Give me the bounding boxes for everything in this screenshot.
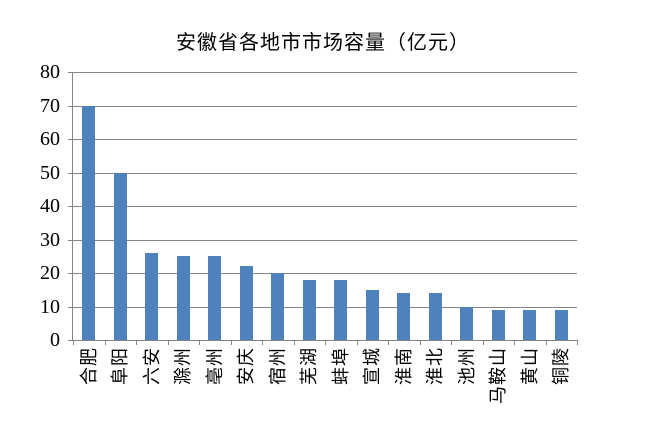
y-axis-label: 80 bbox=[40, 61, 60, 83]
bar bbox=[491, 309, 505, 340]
bar bbox=[82, 105, 96, 340]
gridline bbox=[73, 273, 577, 274]
bar bbox=[239, 266, 253, 340]
bar bbox=[208, 256, 222, 340]
gridline bbox=[73, 105, 577, 107]
gridline bbox=[73, 239, 577, 241]
x-axis-label-text: 淮南 bbox=[393, 347, 414, 385]
y-axis-tick bbox=[68, 273, 73, 274]
bar bbox=[271, 273, 285, 340]
x-axis-label: 滁州 bbox=[173, 347, 193, 419]
x-axis-tick bbox=[577, 340, 578, 345]
x-axis-label-text: 马鞍山 bbox=[488, 347, 509, 404]
bar bbox=[428, 293, 442, 340]
x-axis-tick bbox=[356, 340, 358, 345]
x-axis-tick bbox=[388, 340, 389, 345]
bar bbox=[113, 172, 127, 340]
x-axis-label-text: 蚌埠 bbox=[330, 347, 351, 385]
y-axis-label: 10 bbox=[40, 295, 60, 318]
y-axis-tick bbox=[68, 340, 73, 341]
x-axis-label-text: 池州 bbox=[456, 347, 477, 385]
bar bbox=[365, 289, 379, 340]
x-axis-label: 马鞍山 bbox=[488, 347, 508, 419]
x-axis-tick bbox=[167, 340, 169, 345]
x-axis-tick bbox=[325, 340, 326, 345]
x-axis-label-text: 合肥 bbox=[78, 347, 99, 385]
gridline bbox=[73, 139, 577, 140]
x-axis-label: 阜阳 bbox=[110, 347, 130, 419]
x-axis-label-text: 宣城 bbox=[362, 347, 383, 385]
bar bbox=[334, 279, 348, 340]
x-axis-tick bbox=[293, 340, 295, 345]
bar bbox=[176, 256, 190, 340]
x-axis-label: 池州 bbox=[457, 347, 477, 419]
y-axis-tick bbox=[68, 239, 73, 241]
x-axis-tick bbox=[262, 340, 263, 345]
bar bbox=[145, 252, 159, 340]
chart-title: 安徽省各地市市场容量（亿元） bbox=[176, 32, 470, 54]
bar bbox=[302, 279, 316, 340]
bar bbox=[397, 293, 411, 340]
y-axis-label: 20 bbox=[40, 262, 60, 284]
x-axis-tick bbox=[419, 340, 421, 345]
bar bbox=[554, 309, 568, 340]
x-axis-label: 合肥 bbox=[79, 347, 99, 419]
y-axis-label: 60 bbox=[40, 128, 60, 150]
x-axis-tick bbox=[136, 340, 137, 345]
x-axis-label-text: 安庆 bbox=[236, 347, 257, 385]
x-axis-label: 黄山 bbox=[520, 347, 540, 419]
y-axis-tick bbox=[68, 172, 73, 174]
x-axis-label-text: 铜陵 bbox=[551, 347, 572, 385]
x-axis-tick bbox=[451, 340, 452, 345]
x-axis-tick bbox=[199, 340, 200, 345]
y-axis-label: 70 bbox=[40, 94, 60, 117]
x-axis-label-text: 滁州 bbox=[173, 347, 194, 385]
x-axis-label-text: 芜湖 bbox=[299, 347, 320, 385]
y-axis-tick bbox=[68, 206, 73, 207]
gridline bbox=[73, 206, 577, 207]
x-axis-tick bbox=[482, 340, 484, 345]
x-axis-label: 芜湖 bbox=[299, 347, 319, 419]
x-axis-label-text: 阜阳 bbox=[110, 347, 131, 385]
bar bbox=[523, 309, 537, 340]
gridline bbox=[73, 172, 577, 174]
plot-area bbox=[72, 72, 577, 341]
x-axis-label: 宣城 bbox=[362, 347, 382, 419]
bar bbox=[460, 306, 474, 340]
y-axis-tick bbox=[68, 139, 73, 140]
x-axis-label-text: 黄山 bbox=[519, 347, 540, 385]
y-axis-label: 50 bbox=[40, 161, 60, 184]
x-axis-label-text: 亳州 bbox=[204, 347, 225, 385]
gridline bbox=[73, 72, 577, 73]
x-axis-tick bbox=[104, 340, 106, 345]
x-axis-label: 铜陵 bbox=[551, 347, 571, 419]
y-axis-label: 0 bbox=[50, 329, 60, 351]
x-axis-label-text: 六安 bbox=[141, 347, 162, 385]
x-axis-label: 六安 bbox=[142, 347, 162, 419]
x-axis-label: 蚌埠 bbox=[331, 347, 351, 419]
x-axis-label-text: 淮北 bbox=[425, 347, 446, 385]
x-axis-tick bbox=[73, 340, 74, 345]
y-axis-tick bbox=[68, 72, 73, 73]
x-axis-label-text: 宿州 bbox=[267, 347, 288, 385]
x-axis-label: 安庆 bbox=[236, 347, 256, 419]
x-axis-label: 亳州 bbox=[205, 347, 225, 419]
gridline bbox=[73, 306, 577, 308]
x-axis-tick bbox=[230, 340, 232, 345]
y-axis-label: 30 bbox=[40, 228, 60, 251]
y-axis-tick bbox=[68, 105, 73, 107]
y-axis-label: 40 bbox=[40, 195, 60, 217]
x-axis-label: 宿州 bbox=[268, 347, 288, 419]
y-axis-tick bbox=[68, 306, 73, 308]
x-axis-label: 淮北 bbox=[425, 347, 445, 419]
x-axis-tick bbox=[514, 340, 515, 345]
x-axis-tick bbox=[545, 340, 547, 345]
x-axis-label: 淮南 bbox=[394, 347, 414, 419]
